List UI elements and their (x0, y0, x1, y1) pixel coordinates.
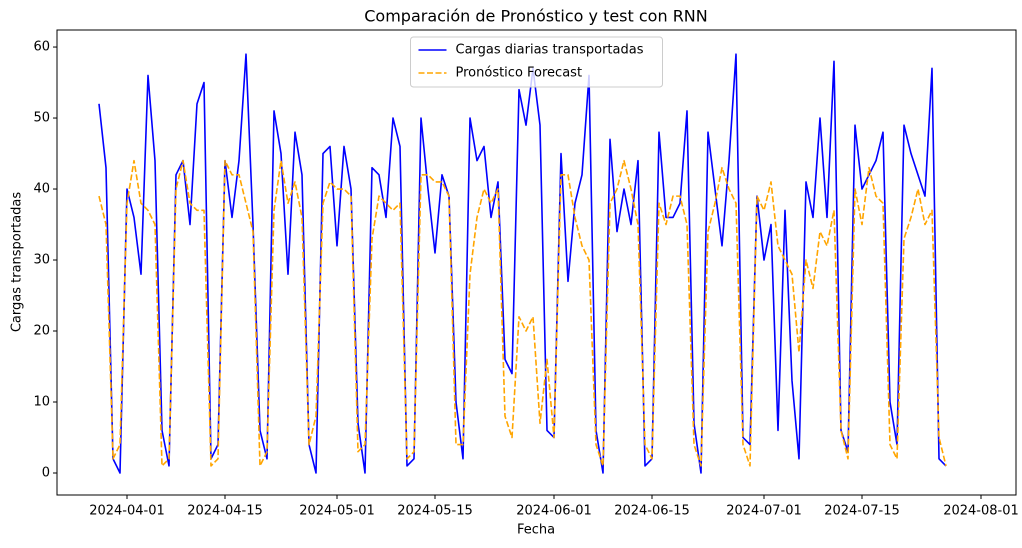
y-tick-label: 20 (33, 324, 50, 339)
x-tick-label: 2024-07-15 (824, 504, 900, 519)
legend-label: Cargas diarias transportadas (456, 43, 644, 58)
legend-label: Pronóstico Forecast (456, 66, 583, 81)
data-line (98, 159, 947, 467)
x-tick-label: 2024-05-15 (397, 504, 473, 519)
plot-frame (56, 29, 1017, 496)
x-tick-label: 2024-04-15 (187, 504, 263, 519)
x-tick-label: 2024-04-01 (89, 504, 165, 519)
y-tick-label: 0 (42, 465, 50, 480)
x-tick-label: 2024-05-01 (299, 504, 375, 519)
x-tick-label: 2024-06-01 (516, 504, 592, 519)
x-tick-label: 2024-08-01 (943, 504, 1019, 519)
chart-title: Comparación de Pronóstico y test con RNN (364, 7, 708, 26)
y-tick-label: 60 (33, 40, 50, 55)
y-tick-label: 10 (33, 395, 50, 410)
legend: Cargas diarias transportadas Pronóstico F… (410, 36, 663, 88)
x-tick-label: 2024-06-15 (614, 504, 690, 519)
x-axis-label: Fecha (517, 523, 555, 538)
x-tick-label: 2024-07-01 (726, 504, 802, 519)
y-tick-label: 50 (33, 111, 50, 126)
y-axis-label: Cargas transportadas (10, 192, 25, 333)
y-tick-label: 40 (33, 182, 50, 197)
y-tick-label: 30 (33, 253, 50, 268)
legend-box (410, 36, 663, 88)
data-line (98, 53, 947, 474)
